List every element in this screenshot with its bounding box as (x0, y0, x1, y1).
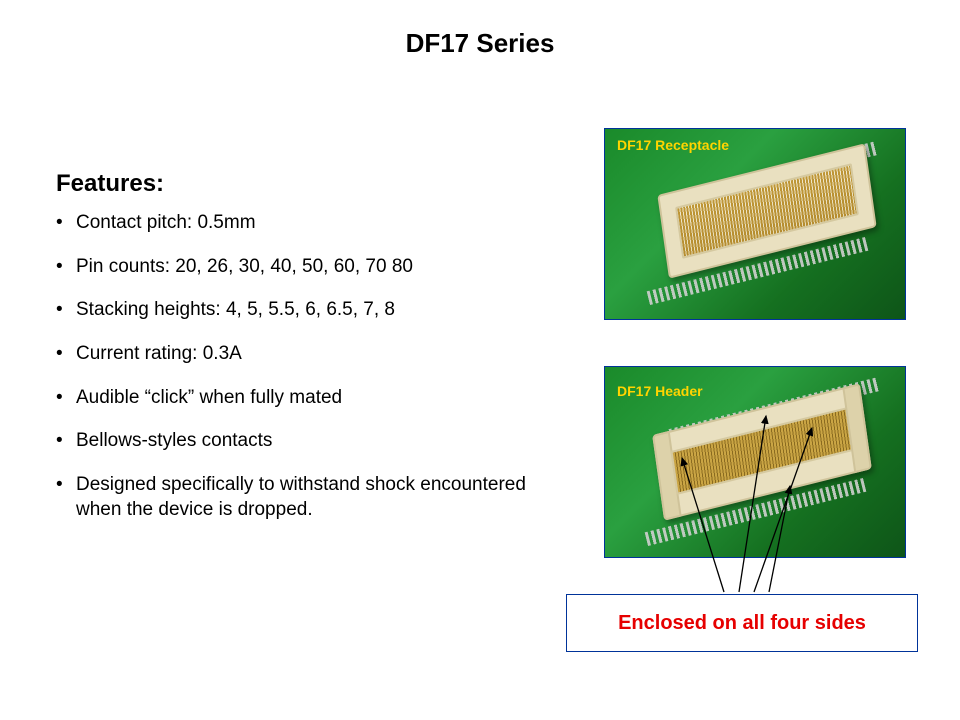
feature-item: Pin counts: 20, 26, 30, 40, 50, 60, 70 8… (56, 254, 556, 280)
photo-label-receptacle: DF17 Receptacle (617, 137, 729, 153)
feature-item: Current rating: 0.3A (56, 341, 556, 367)
callout-box: Enclosed on all four sides (566, 594, 918, 652)
features-heading: Features: (56, 170, 164, 198)
photo-label-header: DF17 Header (617, 383, 703, 399)
slide: DF17 Series Features: Contact pitch: 0.5… (0, 0, 960, 720)
photo-header: DF17 Header (604, 366, 906, 558)
feature-item: Contact pitch: 0.5mm (56, 210, 556, 236)
features-list: Contact pitch: 0.5mm Pin counts: 20, 26,… (56, 210, 556, 541)
feature-item: Audible “click” when fully mated (56, 385, 556, 411)
page-title: DF17 Series (0, 28, 960, 59)
photo-receptacle: DF17 Receptacle (604, 128, 906, 320)
feature-item: Designed specifically to withstand shock… (56, 472, 556, 523)
feature-item: Stacking heights: 4, 5, 5.5, 6, 6.5, 7, … (56, 297, 556, 323)
feature-item: Bellows-styles contacts (56, 428, 556, 454)
